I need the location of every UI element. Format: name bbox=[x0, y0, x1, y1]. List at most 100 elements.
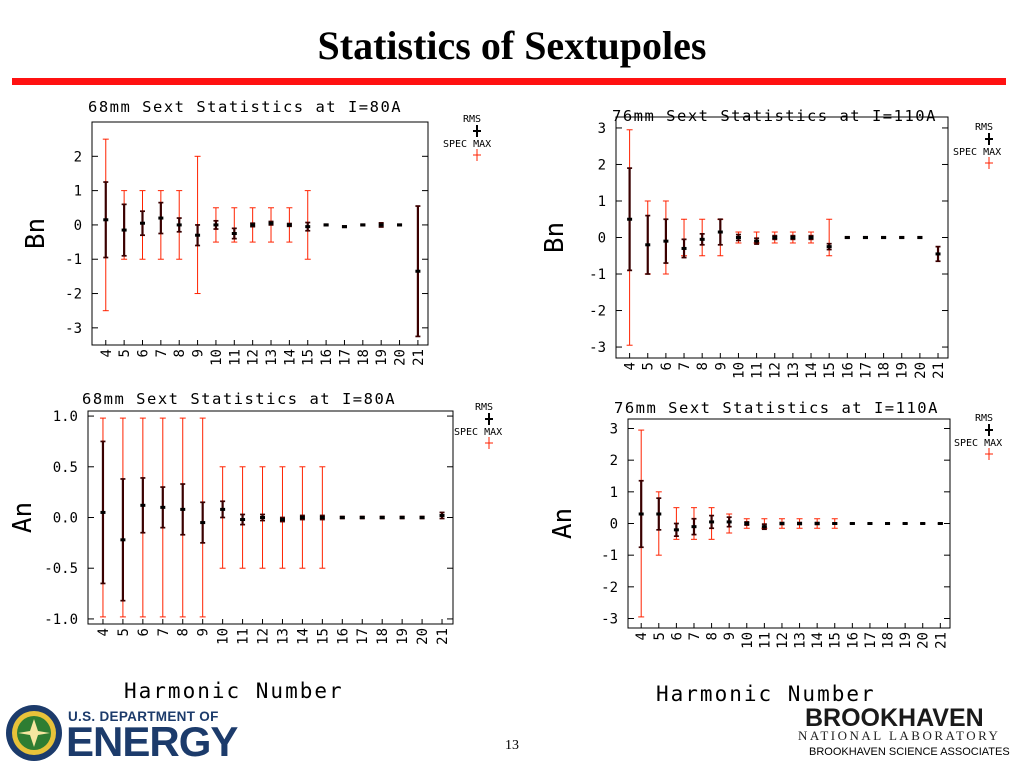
mean-marker bbox=[419, 516, 425, 519]
mean-marker bbox=[849, 522, 855, 525]
x-tick-label: 18 bbox=[356, 349, 372, 366]
mean-marker bbox=[231, 232, 237, 235]
x-tick-label: 7 bbox=[156, 628, 172, 636]
mean-marker bbox=[359, 516, 365, 519]
mean-marker bbox=[319, 516, 325, 519]
mean-marker bbox=[439, 513, 445, 517]
mean-marker bbox=[160, 505, 166, 509]
x-tick-label: 11 bbox=[750, 362, 766, 379]
mean-marker bbox=[240, 518, 246, 522]
y-tick-label: -1.0 bbox=[44, 612, 78, 628]
mean-marker bbox=[397, 223, 403, 227]
mean-marker bbox=[899, 236, 905, 239]
bnl-name: BROOKHAVEN bbox=[805, 704, 984, 732]
chart-legend: RMS SPEC MAX bbox=[454, 402, 502, 449]
y-tick-label: -1 bbox=[601, 548, 618, 564]
mean-marker bbox=[195, 233, 201, 237]
bnl-logo: BROOKHAVEN NATIONAL LABORATORY BROOKHAVE… bbox=[795, 704, 1015, 766]
mean-marker bbox=[279, 518, 285, 522]
y-tick-label: 1 bbox=[610, 485, 618, 501]
mean-marker bbox=[180, 507, 186, 511]
chart-title: 68mm Sext Statistics at I=80A bbox=[88, 98, 402, 116]
x-tick-label: 10 bbox=[216, 628, 232, 645]
x-tick-label: 5 bbox=[641, 362, 657, 370]
y-tick-label: -3 bbox=[601, 612, 618, 628]
mean-marker bbox=[645, 243, 651, 247]
chart-title: 76mm Sext Statistics at I=110A bbox=[614, 399, 939, 417]
mean-marker bbox=[717, 230, 723, 234]
mean-marker bbox=[902, 522, 908, 525]
x-tick-label: 17 bbox=[863, 632, 879, 649]
y-tick-label: 2 bbox=[610, 453, 618, 469]
x-tick-label: 13 bbox=[793, 632, 809, 649]
mean-marker bbox=[699, 237, 705, 241]
x-tick-label: 20 bbox=[393, 349, 409, 366]
chart-title: 76mm Sext Statistics at I=110A bbox=[612, 107, 937, 125]
mean-marker bbox=[638, 512, 644, 516]
mean-marker bbox=[260, 516, 266, 519]
x-tick-label: 18 bbox=[877, 362, 893, 379]
mean-marker bbox=[726, 520, 732, 524]
mean-marker bbox=[862, 236, 868, 239]
y-axis-label: Bn bbox=[540, 222, 570, 253]
bnl-subtitle: NATIONAL LABORATORY bbox=[798, 728, 1001, 743]
x-tick-label: 12 bbox=[768, 362, 784, 379]
y-tick-label: 3 bbox=[598, 121, 606, 137]
y-axis-label: An bbox=[8, 502, 38, 533]
mean-marker bbox=[213, 223, 219, 227]
mean-marker bbox=[140, 503, 146, 507]
legend-spec-label: SPEC MAX bbox=[454, 427, 502, 438]
x-tick-label: 11 bbox=[236, 628, 252, 645]
mean-marker bbox=[379, 516, 385, 519]
mean-marker bbox=[268, 221, 274, 225]
x-tick-label: 17 bbox=[858, 362, 874, 379]
y-tick-label: 3 bbox=[610, 422, 618, 438]
page-number: 13 bbox=[505, 738, 519, 753]
y-tick-label: -2 bbox=[589, 304, 606, 320]
mean-marker bbox=[139, 221, 145, 225]
mean-marker bbox=[814, 522, 820, 525]
x-tick-label: 7 bbox=[677, 362, 693, 370]
mean-marker bbox=[808, 236, 814, 239]
chart-legend: RMS SPEC MAX bbox=[954, 413, 1002, 460]
mean-marker bbox=[663, 239, 669, 243]
mean-marker bbox=[797, 522, 803, 525]
mean-marker bbox=[103, 218, 109, 222]
x-tick-label: 21 bbox=[931, 362, 947, 379]
mean-marker bbox=[120, 538, 126, 542]
mean-marker bbox=[935, 252, 941, 256]
x-tick-label: 17 bbox=[337, 349, 353, 366]
x-tick-label: 19 bbox=[898, 632, 914, 649]
legend-spec-label: SPEC MAX bbox=[954, 438, 1002, 449]
x-tick-label: 15 bbox=[315, 628, 331, 645]
x-tick-label: 21 bbox=[435, 628, 451, 645]
legend-spec-label: SPEC MAX bbox=[953, 147, 1001, 158]
mean-marker bbox=[917, 236, 923, 239]
y-axis-label: Bn bbox=[21, 218, 51, 249]
x-tick-label: 6 bbox=[669, 632, 685, 640]
mean-marker bbox=[681, 246, 687, 250]
x-tick-label: 10 bbox=[740, 632, 756, 649]
x-tick-label: 16 bbox=[840, 362, 856, 379]
chart-legend: RMS SPEC MAX bbox=[953, 122, 1001, 169]
doe-seal-icon bbox=[6, 705, 62, 761]
mean-marker bbox=[772, 236, 778, 239]
x-tick-label: 8 bbox=[705, 632, 721, 640]
x-tick-label: 13 bbox=[786, 362, 802, 379]
mean-marker bbox=[339, 516, 345, 519]
x-tick-label: 9 bbox=[196, 628, 212, 636]
x-tick-label: 7 bbox=[687, 632, 703, 640]
x-tick-label: 13 bbox=[264, 349, 280, 366]
mean-marker bbox=[323, 223, 329, 227]
mean-marker bbox=[399, 516, 405, 519]
legend-rms-label: RMS bbox=[463, 114, 481, 125]
x-tick-label: 10 bbox=[731, 362, 747, 379]
mean-marker bbox=[779, 522, 785, 525]
mean-marker bbox=[250, 223, 256, 227]
chart-legend: RMS SPEC MAX bbox=[443, 114, 491, 161]
mean-marker bbox=[881, 236, 887, 239]
mean-marker bbox=[286, 223, 292, 227]
mean-marker bbox=[691, 525, 697, 529]
mean-marker bbox=[920, 522, 926, 525]
title-rule bbox=[12, 78, 1006, 85]
